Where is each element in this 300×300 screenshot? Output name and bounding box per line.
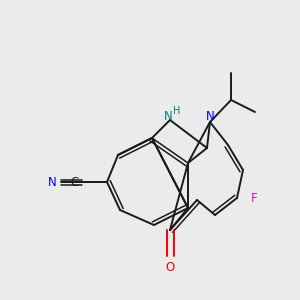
Text: N: N [206,110,214,124]
Text: C: C [71,176,79,188]
Text: F: F [251,191,258,205]
Text: N: N [164,110,172,124]
Text: N: N [48,176,57,188]
Text: O: O [165,261,175,274]
Text: H: H [173,106,181,116]
